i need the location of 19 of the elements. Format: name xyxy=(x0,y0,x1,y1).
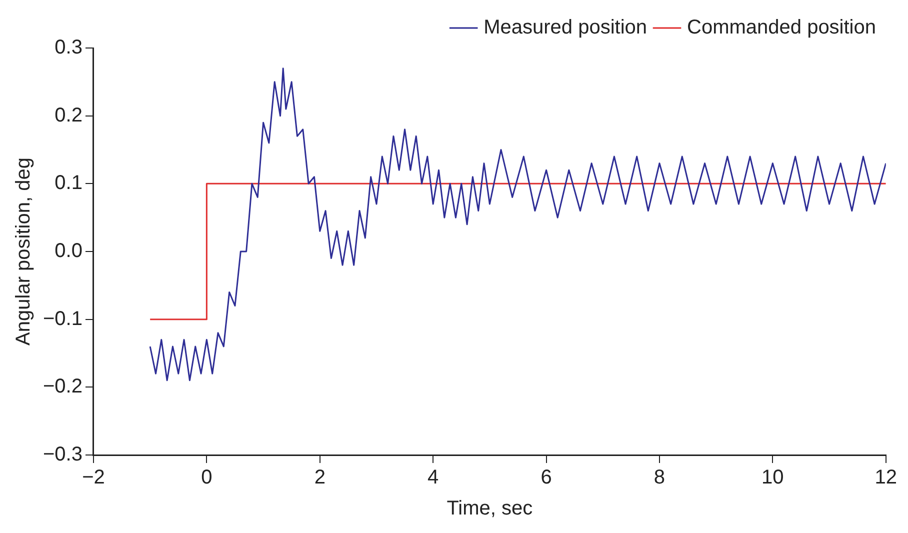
x-tick-label: 12 xyxy=(874,466,897,489)
x-tick-label: 4 xyxy=(428,466,439,489)
y-tick-label: −0.1 xyxy=(43,308,82,330)
legend-label: Commanded position xyxy=(687,16,876,39)
x-tick-label: 8 xyxy=(654,466,666,489)
legend-label: Measured position xyxy=(484,16,648,39)
x-axis-title: Time, sec xyxy=(446,498,533,520)
x-tick-label: 10 xyxy=(762,466,784,489)
y-tick-label: −0.2 xyxy=(43,376,82,398)
x-tick-label: −2 xyxy=(82,466,105,489)
y-tick-label: 0.2 xyxy=(54,104,82,126)
y-tick-label: 0.1 xyxy=(54,172,82,194)
y-tick-label: 0.3 xyxy=(54,36,82,59)
y-tick-label: 0.0 xyxy=(54,240,82,262)
x-tick-label: 6 xyxy=(540,466,552,489)
x-tick-label: 0 xyxy=(201,466,212,489)
y-tick-label: −0.3 xyxy=(43,444,82,466)
x-tick-label: 2 xyxy=(314,466,326,489)
y-axis-title: Angular position, deg xyxy=(12,158,35,346)
